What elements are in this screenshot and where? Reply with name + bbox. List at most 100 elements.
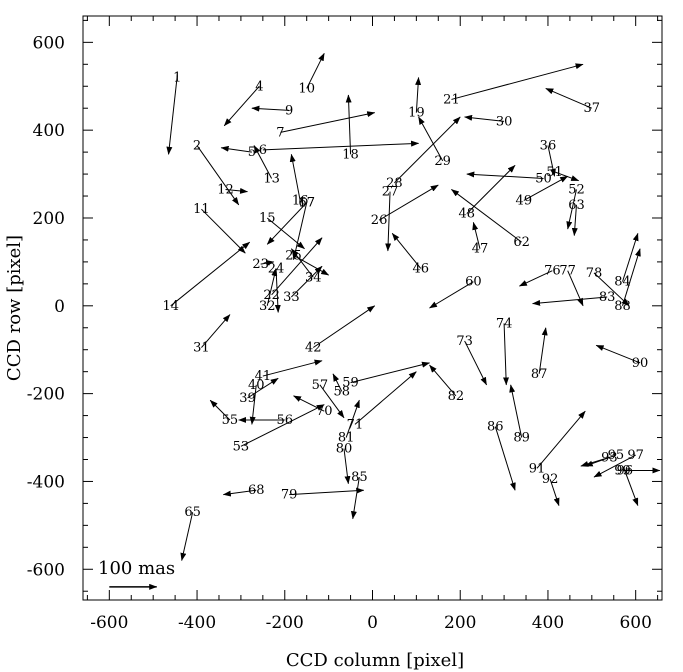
vector-label: 82 bbox=[448, 389, 465, 404]
vector-label: 51 bbox=[546, 165, 563, 180]
vector-arrow bbox=[290, 265, 323, 298]
vector-label: 18 bbox=[342, 147, 359, 162]
vector-label: 12 bbox=[217, 182, 234, 197]
vector-label: 67 bbox=[298, 196, 315, 211]
vector-label: 71 bbox=[347, 417, 364, 432]
vector-label: 9 bbox=[285, 103, 293, 118]
vector-label: 46 bbox=[412, 261, 429, 276]
vector-label: 62 bbox=[513, 235, 530, 250]
vector-label: 34 bbox=[305, 270, 322, 285]
vector-label: 7 bbox=[276, 125, 284, 140]
vector-arrow bbox=[624, 470, 639, 507]
vector-label: 4 bbox=[255, 79, 263, 94]
vector-label: 89 bbox=[513, 431, 530, 446]
vector-label: 88 bbox=[614, 299, 631, 314]
vector-arrow bbox=[418, 116, 444, 162]
vector-arrow bbox=[391, 232, 422, 269]
scale-bar: 100 mas bbox=[98, 558, 175, 590]
y-tick-label: -600 bbox=[27, 560, 65, 580]
vector-label: 76 bbox=[544, 264, 561, 279]
vector-label: 90 bbox=[632, 356, 649, 371]
vector-arrow bbox=[509, 384, 523, 438]
vector-arrow bbox=[222, 489, 257, 497]
vector-label: 32 bbox=[259, 299, 276, 314]
y-axis-label: CCD row [pixel] bbox=[4, 235, 25, 381]
vector-arrow bbox=[249, 384, 257, 425]
vector-arrow bbox=[622, 248, 641, 306]
vector-arrow bbox=[262, 359, 323, 377]
scale-label: 100 mas bbox=[98, 558, 175, 579]
vector-label: 25 bbox=[285, 248, 302, 263]
vector-label: 70 bbox=[316, 404, 333, 419]
vector-label: 21 bbox=[443, 92, 460, 107]
vector-arrow bbox=[593, 272, 630, 307]
vector-arrow bbox=[354, 371, 417, 425]
vector-arrow bbox=[385, 191, 392, 252]
vector-label: 58 bbox=[334, 384, 351, 399]
vector-label: 39 bbox=[239, 391, 256, 406]
vector-label: 84 bbox=[614, 275, 631, 290]
vector-arrow bbox=[464, 114, 505, 122]
vector-label: 49 bbox=[516, 193, 533, 208]
vector-label: 99 bbox=[614, 463, 631, 478]
x-tick-label: 0 bbox=[367, 613, 378, 633]
y-tick-label: 0 bbox=[54, 297, 65, 317]
vector-label: 59 bbox=[342, 376, 359, 391]
vector-label: 56 bbox=[276, 413, 293, 428]
vector-arrow bbox=[549, 479, 560, 507]
x-tick-label: -200 bbox=[266, 613, 304, 633]
vector-arrow bbox=[545, 87, 593, 109]
x-tick-label: 600 bbox=[619, 613, 651, 633]
axis-ticks: -600 -400 -200 0 200 400 600 -600 -400 -200 0 200 40… bbox=[27, 16, 662, 633]
vector-arrow bbox=[280, 111, 376, 133]
vector-label: 50 bbox=[535, 171, 552, 186]
vector-label: 60 bbox=[465, 275, 482, 290]
vector-label: 2 bbox=[193, 139, 201, 154]
vector-label: 86 bbox=[487, 420, 504, 435]
vector-label: 52 bbox=[568, 182, 585, 197]
vector-label: 37 bbox=[584, 101, 601, 116]
vector-arrow bbox=[464, 340, 487, 386]
y-tick-label: 600 bbox=[33, 33, 65, 53]
vector-arrow bbox=[523, 175, 569, 201]
vector-arrow bbox=[554, 171, 580, 182]
vector-arrow bbox=[466, 164, 516, 214]
vector-arrow bbox=[503, 323, 510, 386]
x-tick-label: 200 bbox=[444, 613, 476, 633]
vector-arrow bbox=[566, 189, 577, 230]
vector-arrow bbox=[584, 454, 617, 467]
vector-arrow bbox=[289, 153, 301, 201]
vector-arrow bbox=[415, 76, 422, 113]
vector-label: 65 bbox=[184, 505, 201, 520]
vector-label: 27 bbox=[382, 185, 399, 200]
vector-arrow bbox=[247, 377, 279, 399]
vector-arrow bbox=[350, 476, 360, 520]
vector-arrow bbox=[289, 487, 365, 496]
vector-arrow bbox=[209, 399, 231, 421]
vector-label: 57 bbox=[312, 378, 329, 393]
vector-arrow bbox=[494, 426, 516, 491]
vector-arrow bbox=[313, 305, 376, 348]
vector-label: 48 bbox=[459, 207, 476, 222]
vector-arrow bbox=[251, 105, 290, 112]
vector-arrow bbox=[593, 454, 636, 478]
vector-label: 83 bbox=[599, 290, 616, 305]
vector-arrow bbox=[170, 241, 251, 307]
vector-arrow bbox=[201, 208, 246, 254]
vector-label: 78 bbox=[586, 266, 603, 281]
vector-label: 85 bbox=[351, 470, 368, 485]
vector-label: 22 bbox=[263, 288, 280, 303]
vector-arrow bbox=[547, 145, 556, 177]
vector-arrow bbox=[262, 140, 420, 151]
vector-label: 33 bbox=[283, 290, 300, 305]
vector-label: 79 bbox=[281, 488, 298, 503]
vector-arrow bbox=[429, 364, 457, 397]
vector-label: 91 bbox=[529, 461, 546, 476]
vector-arrow bbox=[306, 52, 325, 89]
vector-label: 42 bbox=[305, 341, 322, 356]
vector-arrow bbox=[536, 410, 586, 469]
vector-arrow bbox=[472, 221, 481, 249]
vector-arrow bbox=[220, 145, 252, 153]
vector-label: 13 bbox=[263, 171, 280, 186]
